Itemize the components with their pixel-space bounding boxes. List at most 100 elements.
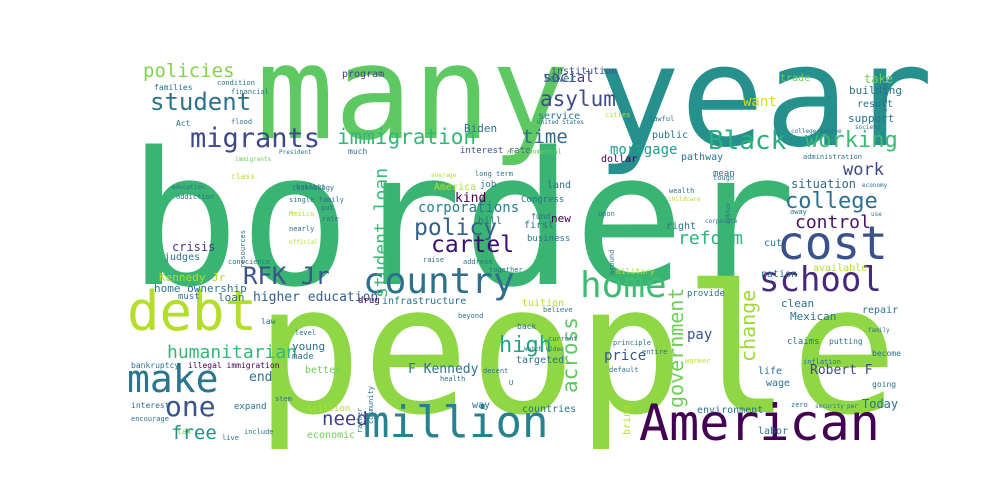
- cloud-word: encourage: [131, 415, 169, 423]
- cloud-word: back: [517, 322, 537, 331]
- cloud-word: program: [342, 69, 385, 80]
- cloud-word: raise: [423, 256, 445, 264]
- cloud-word: Black: [708, 126, 787, 156]
- cloud-word: live: [222, 434, 239, 442]
- cloud-word: beyond: [458, 312, 484, 320]
- cloud-word: trade: [780, 73, 811, 84]
- cloud-word: bill: [478, 216, 503, 227]
- cloud-word: million: [363, 397, 549, 448]
- cloud-word: law: [261, 317, 276, 326]
- cloud-word: technology: [292, 184, 335, 192]
- cloud-word: drug: [358, 296, 380, 306]
- cloud-word: tax: [177, 427, 192, 436]
- cloud-word: pathway: [681, 152, 724, 163]
- cloud-word: financial: [231, 88, 269, 96]
- cloud-word: mortgage: [610, 142, 678, 158]
- cloud-word: young: [292, 340, 326, 353]
- cloud-word: bailout: [296, 183, 326, 191]
- cloud-word: bring: [622, 404, 633, 435]
- cloud-word: student: [150, 88, 252, 116]
- cloud-word: immigration: [337, 125, 477, 149]
- cloud-word: put: [321, 204, 334, 212]
- cloud-word: corporations: [418, 200, 520, 216]
- cloud-word: default: [609, 366, 639, 374]
- cloud-word: end: [249, 370, 273, 385]
- cloud-word: American: [639, 394, 880, 452]
- cloud-word: high: [499, 333, 552, 358]
- cloud-word: result: [857, 99, 894, 110]
- cloud-word: upon: [598, 210, 615, 218]
- cloud-word: first: [524, 220, 555, 231]
- cloud-word: together: [489, 266, 523, 274]
- cloud-word: social: [543, 70, 594, 86]
- cloud-word: government: [664, 287, 688, 408]
- cloud-word: must: [178, 292, 200, 302]
- cloud-word: bankruptcy: [131, 361, 180, 370]
- cloud-word: wealth: [669, 187, 695, 195]
- cloud-word: many: [256, 17, 570, 169]
- cloud-word: nearly: [289, 225, 315, 233]
- cloud-word: way: [472, 400, 491, 411]
- cloud-word: Watch video: [524, 346, 564, 353]
- cloud-word: need: [322, 408, 368, 430]
- cloud-word: right: [666, 221, 697, 232]
- cloud-word: away: [790, 208, 807, 216]
- cloud-word: situation: [791, 177, 857, 191]
- cloud-word: take: [864, 72, 893, 86]
- cloud-word: dollar: [601, 154, 638, 165]
- cloud-word: working: [805, 128, 898, 153]
- cloud-word: infrastructure: [382, 296, 467, 307]
- cloud-word: RFK Jr: [243, 262, 330, 290]
- cloud-word: much: [348, 147, 368, 156]
- cloud-word: school: [759, 260, 882, 300]
- cloud-word: free: [171, 422, 217, 444]
- cloud-word: environmental: [507, 148, 562, 156]
- cloud-word: trillion: [307, 404, 351, 414]
- cloud-word: administration: [803, 153, 863, 161]
- cloud-word: going: [872, 380, 897, 389]
- cloud-word: health: [440, 375, 466, 383]
- cloud-word: repair: [862, 305, 899, 316]
- cloud-word: current: [548, 335, 578, 343]
- cloud-word: Mexican: [790, 310, 837, 323]
- cloud-word: decent: [483, 367, 509, 375]
- cloud-word: cartel: [431, 232, 515, 258]
- cloud-word: environment: [697, 405, 764, 416]
- cloud-word: border: [128, 112, 797, 328]
- cloud-word: security: [815, 403, 844, 410]
- cloud-word: believe: [543, 306, 573, 314]
- cloud-word: United States: [537, 119, 584, 126]
- cloud-word: community: [367, 385, 375, 424]
- cloud-word: claims: [787, 337, 820, 347]
- cloud-word: service: [538, 111, 581, 122]
- cloud-word: tough: [713, 174, 735, 182]
- cloud-word: family: [868, 327, 890, 334]
- cloud-word: condition: [217, 79, 255, 87]
- cloud-word: provide: [687, 289, 725, 299]
- cloud-word: flood: [231, 118, 253, 126]
- cloud-word: level: [295, 329, 317, 337]
- cloud-word: Congress: [521, 195, 565, 205]
- cloud-word: clean: [781, 297, 815, 310]
- cloud-word: rate: [322, 215, 339, 223]
- cloud-word: asylum: [540, 87, 616, 111]
- cloud-word: address: [463, 258, 493, 266]
- cloud-word: economic: [307, 430, 356, 441]
- cloud-word: America: [434, 182, 477, 193]
- cloud-word: zero: [791, 401, 808, 409]
- cloud-word: available: [813, 263, 868, 274]
- cloud-word: inflation: [803, 358, 841, 366]
- cloud-word: home ownership: [154, 282, 247, 295]
- cloud-word: make: [127, 357, 219, 401]
- cloud-word: use: [871, 211, 882, 218]
- cloud-word: want: [743, 94, 777, 110]
- cloud-word: society: [855, 124, 881, 131]
- cloud-word: home: [580, 265, 667, 306]
- cloud-word: cut: [764, 238, 783, 249]
- cloud-word: cities: [605, 111, 631, 119]
- cloud-word: worker: [685, 357, 711, 365]
- cloud-word: life: [758, 366, 783, 377]
- cloud-word: conscience: [228, 258, 271, 266]
- cloud-word: student loan: [371, 167, 392, 298]
- cloud-word: Biden: [464, 122, 498, 135]
